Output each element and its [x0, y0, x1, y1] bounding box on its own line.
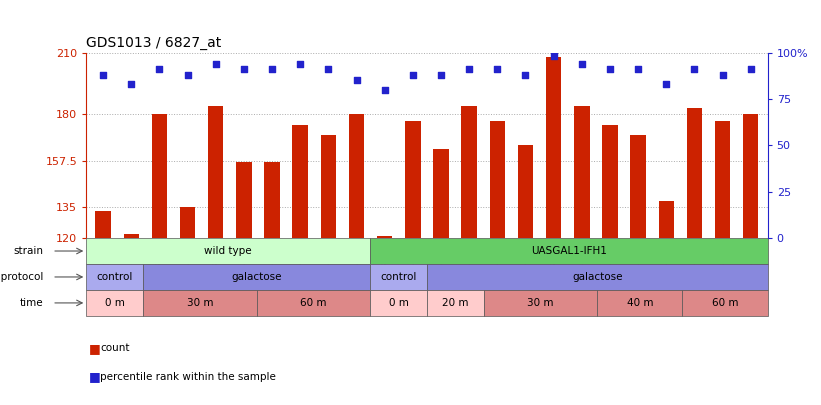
Point [547, 53, 560, 60]
Point [462, 66, 475, 72]
Text: 60 m: 60 m [712, 298, 738, 308]
Bar [370, 264, 427, 290]
Point [350, 77, 363, 84]
Point [378, 87, 392, 93]
Text: 0 m: 0 m [104, 298, 125, 308]
Text: 30 m: 30 m [186, 298, 213, 308]
Point [603, 66, 617, 72]
Text: 20 m: 20 m [442, 298, 469, 308]
Point [434, 72, 447, 78]
Text: wild type: wild type [204, 246, 252, 256]
Bar [152, 115, 167, 238]
Text: growth protocol: growth protocol [0, 272, 44, 282]
Text: galactose: galactose [572, 272, 622, 282]
Text: percentile rank within the sample: percentile rank within the sample [100, 372, 276, 382]
Point [744, 66, 757, 72]
Text: count: count [100, 343, 130, 353]
Point [576, 60, 589, 67]
Point [491, 66, 504, 72]
Bar [180, 207, 195, 238]
Text: 60 m: 60 m [300, 298, 327, 308]
Text: GDS1013 / 6827_at: GDS1013 / 6827_at [86, 36, 222, 50]
Point [209, 60, 222, 67]
Bar [546, 57, 562, 238]
Point [322, 66, 335, 72]
Bar [574, 106, 589, 238]
Bar [377, 236, 392, 238]
Bar [433, 149, 449, 238]
Point [631, 66, 644, 72]
Point [97, 72, 110, 78]
Point [265, 66, 278, 72]
Bar [256, 290, 370, 316]
Bar [682, 290, 768, 316]
Bar [484, 290, 598, 316]
Bar [743, 115, 759, 238]
Point [519, 72, 532, 78]
Point [125, 81, 138, 87]
Bar [427, 290, 484, 316]
Text: control: control [96, 272, 133, 282]
Bar [208, 106, 223, 238]
Bar [631, 135, 646, 238]
Bar [603, 125, 617, 238]
Bar [236, 162, 251, 238]
Bar [143, 264, 370, 290]
Point [153, 66, 166, 72]
Bar [715, 121, 731, 238]
Text: galactose: galactose [232, 272, 282, 282]
Bar [489, 121, 505, 238]
Bar [86, 238, 370, 264]
Bar [86, 290, 143, 316]
Text: 0 m: 0 m [388, 298, 409, 308]
Point [181, 72, 194, 78]
Bar [461, 106, 477, 238]
Bar [349, 115, 365, 238]
Text: control: control [380, 272, 417, 282]
Point [688, 66, 701, 72]
Text: 30 m: 30 m [527, 298, 553, 308]
Point [716, 72, 729, 78]
Text: ■: ■ [89, 342, 100, 355]
Bar [143, 290, 256, 316]
Bar [427, 264, 768, 290]
Bar [321, 135, 336, 238]
Bar [686, 108, 702, 238]
Text: UASGAL1-IFH1: UASGAL1-IFH1 [531, 246, 607, 256]
Point [660, 81, 673, 87]
Point [406, 72, 420, 78]
Text: ■: ■ [89, 370, 100, 383]
Bar [264, 162, 280, 238]
Bar [518, 145, 533, 238]
Bar [598, 290, 682, 316]
Text: time: time [20, 298, 44, 308]
Text: 40 m: 40 m [626, 298, 654, 308]
Point [237, 66, 250, 72]
Point [294, 60, 307, 67]
Text: strain: strain [14, 246, 44, 256]
Bar [86, 264, 143, 290]
Bar [292, 125, 308, 238]
Bar [95, 211, 111, 238]
Bar [405, 121, 420, 238]
Bar [123, 234, 139, 238]
Bar [370, 238, 768, 264]
Bar [370, 290, 427, 316]
Bar [658, 201, 674, 238]
